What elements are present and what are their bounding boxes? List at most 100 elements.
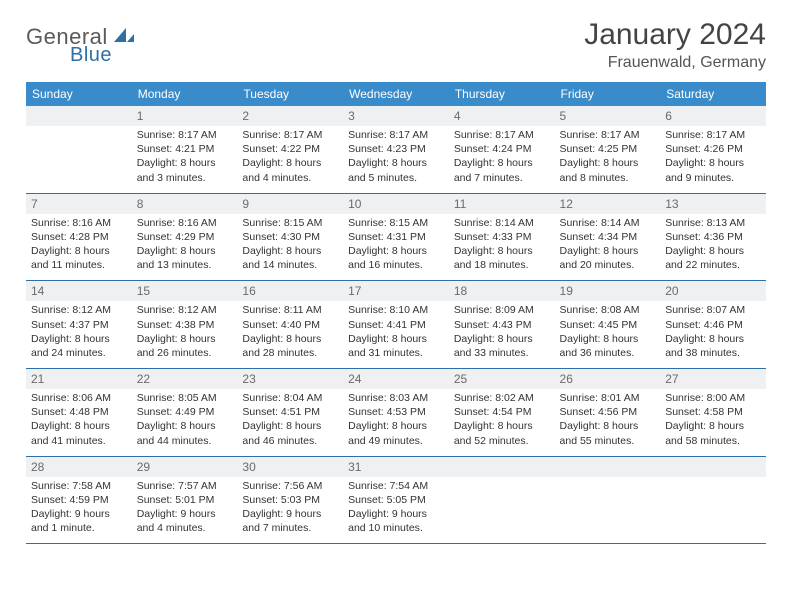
day-num-11: 11 xyxy=(449,193,555,214)
day-cell-21: Sunrise: 8:06 AMSunset: 4:48 PMDaylight:… xyxy=(26,389,132,456)
cell-line: Sunrise: 7:54 AM xyxy=(348,479,444,493)
day-empty xyxy=(555,456,661,477)
cell-line: Sunset: 4:21 PM xyxy=(137,142,233,156)
day-num-22: 22 xyxy=(132,369,238,390)
cell-line: Daylight: 8 hours and 58 minutes. xyxy=(665,419,761,447)
day-num-5: 5 xyxy=(555,106,661,126)
day-num-8: 8 xyxy=(132,193,238,214)
day-empty xyxy=(660,456,766,477)
cell-line: Daylight: 8 hours and 9 minutes. xyxy=(665,156,761,184)
cell-line: Sunset: 4:26 PM xyxy=(665,142,761,156)
day-cell-11: Sunrise: 8:14 AMSunset: 4:33 PMDaylight:… xyxy=(449,214,555,281)
calendar-table: SundayMondayTuesdayWednesdayThursdayFrid… xyxy=(26,82,766,544)
location-label: Frauenwald, Germany xyxy=(584,54,766,72)
day-cell-26: Sunrise: 8:01 AMSunset: 4:56 PMDaylight:… xyxy=(555,389,661,456)
cell-line: Sunset: 5:03 PM xyxy=(242,493,338,507)
day-num-16: 16 xyxy=(237,281,343,302)
day-num-4: 4 xyxy=(449,106,555,126)
day-cell-17: Sunrise: 8:10 AMSunset: 4:41 PMDaylight:… xyxy=(343,301,449,368)
day-num-27: 27 xyxy=(660,369,766,390)
day-cell-27: Sunrise: 8:00 AMSunset: 4:58 PMDaylight:… xyxy=(660,389,766,456)
week-1-content-row: Sunrise: 8:17 AMSunset: 4:21 PMDaylight:… xyxy=(26,126,766,193)
cell-line: Sunset: 4:40 PM xyxy=(242,318,338,332)
cell-line: Daylight: 8 hours and 3 minutes. xyxy=(137,156,233,184)
day-num-3: 3 xyxy=(343,106,449,126)
cell-line: Daylight: 8 hours and 49 minutes. xyxy=(348,419,444,447)
day-num-10: 10 xyxy=(343,193,449,214)
day-cell-1: Sunrise: 8:17 AMSunset: 4:21 PMDaylight:… xyxy=(132,126,238,193)
week-5-content-row: Sunrise: 7:58 AMSunset: 4:59 PMDaylight:… xyxy=(26,477,766,544)
day-cell-19: Sunrise: 8:08 AMSunset: 4:45 PMDaylight:… xyxy=(555,301,661,368)
week-3-content-row: Sunrise: 8:12 AMSunset: 4:37 PMDaylight:… xyxy=(26,301,766,368)
day-cell-29: Sunrise: 7:57 AMSunset: 5:01 PMDaylight:… xyxy=(132,477,238,544)
day-header-sunday: Sunday xyxy=(26,82,132,106)
cell-line: Daylight: 8 hours and 22 minutes. xyxy=(665,244,761,272)
cell-line: Daylight: 8 hours and 16 minutes. xyxy=(348,244,444,272)
cell-line: Sunset: 4:45 PM xyxy=(560,318,656,332)
cell-line: Daylight: 9 hours and 1 minute. xyxy=(31,507,127,535)
day-num-24: 24 xyxy=(343,369,449,390)
day-num-30: 30 xyxy=(237,456,343,477)
day-cell-31: Sunrise: 7:54 AMSunset: 5:05 PMDaylight:… xyxy=(343,477,449,544)
cell-line: Sunset: 4:33 PM xyxy=(454,230,550,244)
cell-line: Daylight: 9 hours and 7 minutes. xyxy=(242,507,338,535)
day-cell-4: Sunrise: 8:17 AMSunset: 4:24 PMDaylight:… xyxy=(449,126,555,193)
cell-line: Daylight: 8 hours and 46 minutes. xyxy=(242,419,338,447)
cell-line: Daylight: 8 hours and 52 minutes. xyxy=(454,419,550,447)
day-cell-6: Sunrise: 8:17 AMSunset: 4:26 PMDaylight:… xyxy=(660,126,766,193)
cell-line: Sunset: 4:36 PM xyxy=(665,230,761,244)
cell-line: Sunset: 4:51 PM xyxy=(242,405,338,419)
cell-line: Sunset: 4:41 PM xyxy=(348,318,444,332)
day-cell-24: Sunrise: 8:03 AMSunset: 4:53 PMDaylight:… xyxy=(343,389,449,456)
cell-line: Sunrise: 7:57 AM xyxy=(137,479,233,493)
cell-line: Sunset: 5:05 PM xyxy=(348,493,444,507)
day-cell-9: Sunrise: 8:15 AMSunset: 4:30 PMDaylight:… xyxy=(237,214,343,281)
cell-line: Sunrise: 8:11 AM xyxy=(242,303,338,317)
cell-line: Daylight: 8 hours and 38 minutes. xyxy=(665,332,761,360)
cell-line: Sunrise: 8:17 AM xyxy=(348,128,444,142)
day-cell-empty xyxy=(449,477,555,544)
week-3-daynum-row: 14151617181920 xyxy=(26,281,766,302)
day-num-26: 26 xyxy=(555,369,661,390)
cell-line: Sunrise: 8:08 AM xyxy=(560,303,656,317)
logo-word2: Blue xyxy=(70,44,112,67)
cell-line: Sunrise: 8:17 AM xyxy=(454,128,550,142)
cell-line: Daylight: 8 hours and 36 minutes. xyxy=(560,332,656,360)
day-header-thursday: Thursday xyxy=(449,82,555,106)
cell-line: Daylight: 8 hours and 18 minutes. xyxy=(454,244,550,272)
day-num-14: 14 xyxy=(26,281,132,302)
day-cell-7: Sunrise: 8:16 AMSunset: 4:28 PMDaylight:… xyxy=(26,214,132,281)
day-cell-28: Sunrise: 7:58 AMSunset: 4:59 PMDaylight:… xyxy=(26,477,132,544)
cell-line: Daylight: 8 hours and 8 minutes. xyxy=(560,156,656,184)
cell-line: Daylight: 8 hours and 20 minutes. xyxy=(560,244,656,272)
day-header-monday: Monday xyxy=(132,82,238,106)
day-num-19: 19 xyxy=(555,281,661,302)
cell-line: Sunrise: 8:16 AM xyxy=(137,216,233,230)
day-num-25: 25 xyxy=(449,369,555,390)
cell-line: Sunset: 4:25 PM xyxy=(560,142,656,156)
day-cell-5: Sunrise: 8:17 AMSunset: 4:25 PMDaylight:… xyxy=(555,126,661,193)
cell-line: Daylight: 8 hours and 28 minutes. xyxy=(242,332,338,360)
day-cell-14: Sunrise: 8:12 AMSunset: 4:37 PMDaylight:… xyxy=(26,301,132,368)
day-cell-13: Sunrise: 8:13 AMSunset: 4:36 PMDaylight:… xyxy=(660,214,766,281)
day-cell-30: Sunrise: 7:56 AMSunset: 5:03 PMDaylight:… xyxy=(237,477,343,544)
cell-line: Daylight: 9 hours and 10 minutes. xyxy=(348,507,444,535)
day-cell-12: Sunrise: 8:14 AMSunset: 4:34 PMDaylight:… xyxy=(555,214,661,281)
cell-line: Sunrise: 8:04 AM xyxy=(242,391,338,405)
cell-line: Daylight: 8 hours and 33 minutes. xyxy=(454,332,550,360)
day-cell-25: Sunrise: 8:02 AMSunset: 4:54 PMDaylight:… xyxy=(449,389,555,456)
day-num-15: 15 xyxy=(132,281,238,302)
day-cell-empty xyxy=(26,126,132,193)
day-cell-22: Sunrise: 8:05 AMSunset: 4:49 PMDaylight:… xyxy=(132,389,238,456)
day-num-12: 12 xyxy=(555,193,661,214)
day-header-saturday: Saturday xyxy=(660,82,766,106)
cell-line: Sunrise: 8:02 AM xyxy=(454,391,550,405)
cell-line: Sunset: 4:37 PM xyxy=(31,318,127,332)
cell-line: Daylight: 8 hours and 13 minutes. xyxy=(137,244,233,272)
day-cell-empty xyxy=(660,477,766,544)
cell-line: Sunrise: 8:17 AM xyxy=(137,128,233,142)
day-cell-8: Sunrise: 8:16 AMSunset: 4:29 PMDaylight:… xyxy=(132,214,238,281)
day-header-tuesday: Tuesday xyxy=(237,82,343,106)
cell-line: Sunset: 4:49 PM xyxy=(137,405,233,419)
cell-line: Daylight: 8 hours and 24 minutes. xyxy=(31,332,127,360)
